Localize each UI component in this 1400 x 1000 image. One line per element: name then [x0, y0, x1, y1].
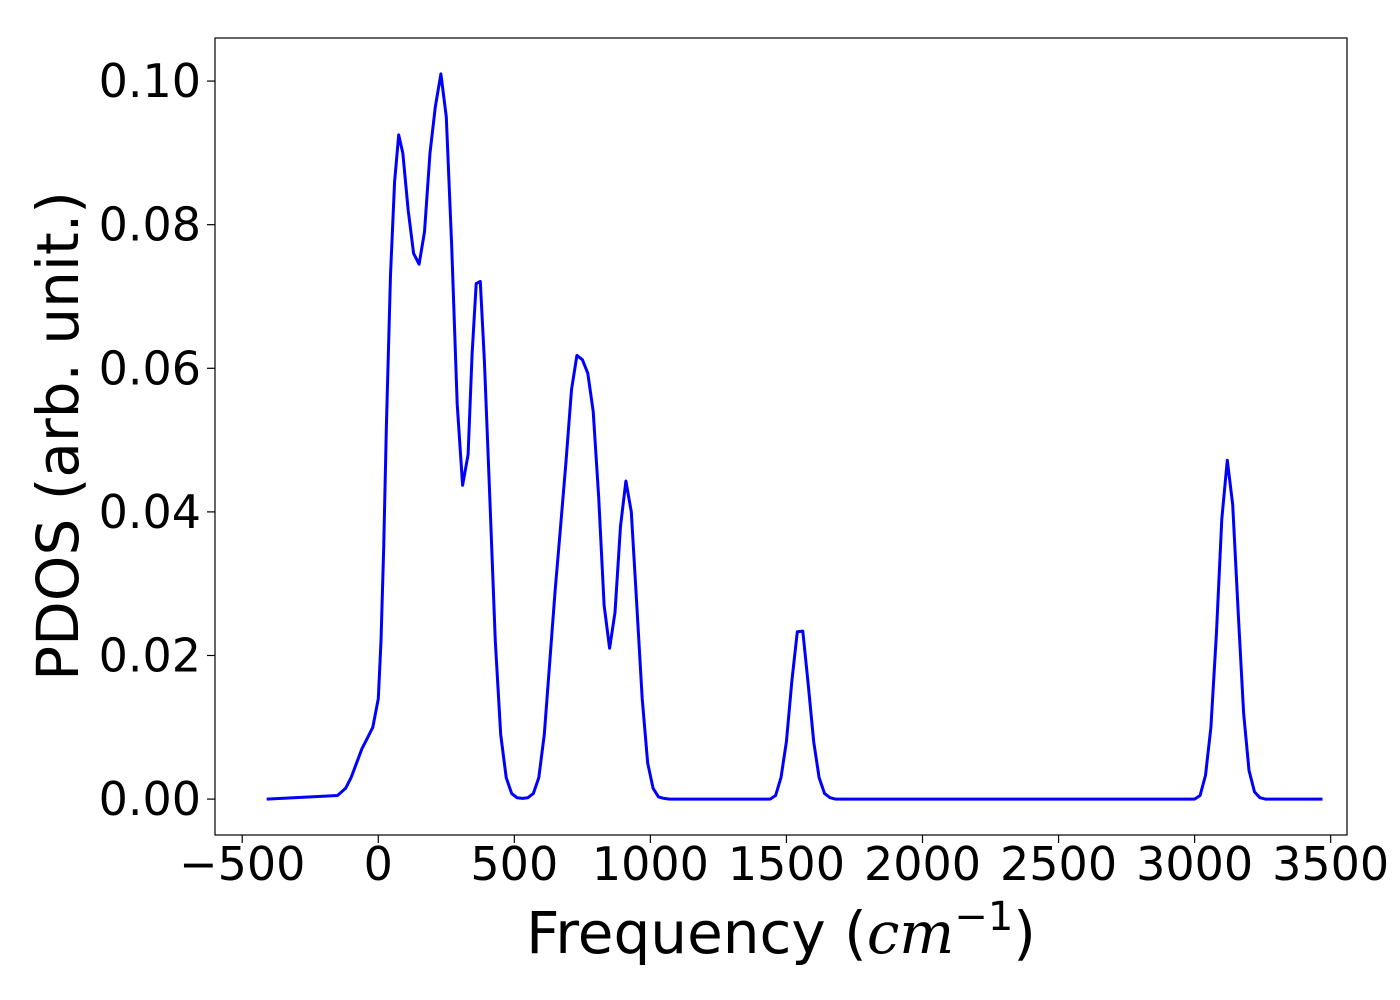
y-tick-label: 0.02: [99, 628, 201, 682]
x-axis: −500 0 500 1000 1500 2000 2500 3000 3500: [179, 835, 1389, 891]
x-axis-label-part: Frequency: [526, 899, 826, 967]
x-tick-label: 1000: [592, 837, 709, 891]
y-tick-label: 0.00: [99, 772, 201, 826]
x-axis-label: Frequency (cm−1): [526, 894, 1036, 967]
y-axis-label: PDOS (arb. unit.): [24, 191, 92, 681]
x-tick-label: 2500: [1000, 837, 1117, 891]
y-tick-label: 0.04: [99, 485, 201, 539]
x-tick-label: 3500: [1272, 837, 1389, 891]
plot-frame: [214, 37, 1348, 836]
y-tick-label: 0.08: [99, 198, 201, 252]
x-axis-label-part: (: [826, 899, 867, 967]
x-tick-label: 0: [364, 837, 393, 891]
y-tick-label: 0.10: [99, 54, 201, 108]
x-axis-label-part: cm: [867, 899, 954, 967]
y-tick-label: 0.06: [99, 341, 201, 395]
x-tick-label: 500: [470, 837, 558, 891]
x-tick-label: 2000: [864, 837, 981, 891]
y-axis: 0.00 0.02 0.04 0.06 0.08 0.10: [99, 54, 215, 826]
x-tick-label: 3000: [1136, 837, 1253, 891]
x-tick-label: −500: [179, 837, 305, 891]
x-tick-label: 1500: [728, 837, 845, 891]
x-axis-label-part: −1: [954, 894, 1013, 940]
x-axis-label-part: ): [1013, 899, 1036, 967]
pdos-line: [266, 72, 1323, 801]
